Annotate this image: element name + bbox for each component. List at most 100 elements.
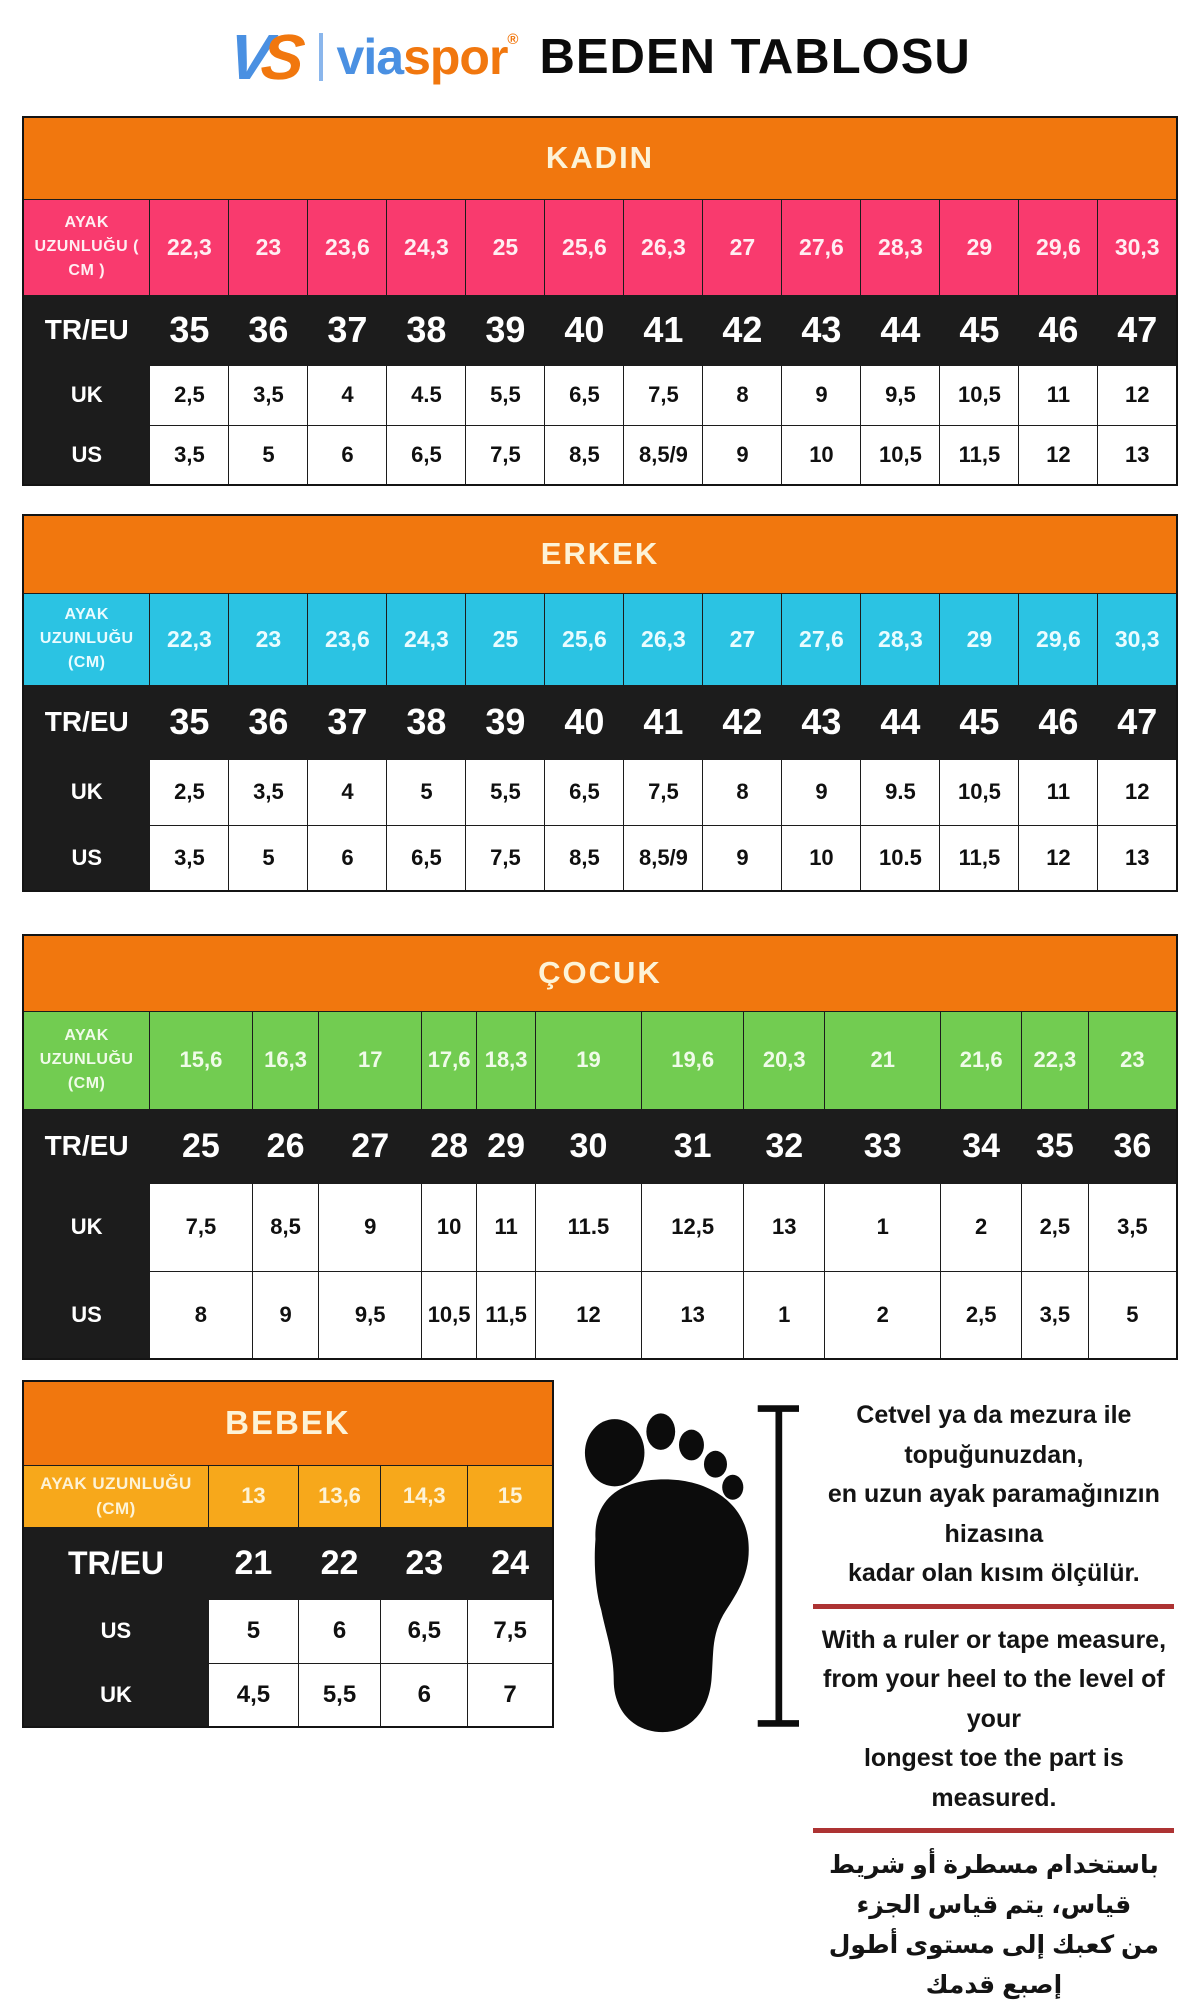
row-label-uk: UK: [22, 1182, 151, 1272]
size-cell: 27: [702, 198, 783, 296]
row-label-foot: AYAK UZUNLUĞU (CM): [22, 1464, 209, 1528]
size-cell: 39: [465, 294, 546, 366]
size-cell: 43: [781, 684, 862, 760]
size-cell: 5: [228, 424, 309, 486]
size-cell: 13: [1097, 824, 1178, 892]
size-cell: 9: [318, 1182, 422, 1272]
instruction-en-line1: With a ruler or tape measure,: [821, 1625, 1167, 1654]
size-cell: 23: [228, 592, 309, 686]
size-cell: 44: [860, 684, 941, 760]
size-cell: 3,5: [228, 364, 309, 426]
size-cell: 9,5: [860, 364, 941, 426]
size-cell: 45: [939, 294, 1020, 366]
header: VS viaspor® BEDEN TABLOSU: [22, 0, 1178, 100]
size-cell: 1: [824, 1182, 942, 1272]
size-cell: 26: [251, 1108, 320, 1184]
size-cell: 10,5: [420, 1270, 478, 1360]
size-cell: 2,5: [149, 758, 230, 826]
size-cell: 10: [420, 1182, 478, 1272]
size-cell: 4,5: [207, 1662, 299, 1728]
size-cell: 6: [307, 424, 388, 486]
size-cell: 43: [781, 294, 862, 366]
size-cell: 21: [207, 1526, 299, 1600]
size-table-bebek: BEBEK AYAK UZUNLUĞU (CM) 13 13,6 14,3 15 TR/EU…: [22, 1380, 554, 1728]
size-cell: 25: [465, 198, 546, 296]
size-cell: 35: [149, 294, 230, 366]
row-label-us: US: [22, 1598, 209, 1664]
size-cell: 14,3: [380, 1464, 469, 1528]
measurement-line: [757, 1405, 799, 1727]
size-cell: 36: [228, 684, 309, 760]
table-row-uk: UK 2,5 3,5 4 5 5,5 6,5 7,5 8 9 9.5 10,5 11 12: [22, 758, 1178, 826]
table-row-us: US 8 9 9,5 10,5 11,5 12 13 1 2 2,5 3,5 5: [22, 1270, 1178, 1360]
size-cell: 6: [307, 824, 388, 892]
size-chart-page: VS viaspor® BEDEN TABLOSU KADIN AYAK UZUN…: [22, 0, 1178, 1999]
size-cell: 40: [544, 294, 625, 366]
table-title-kadin: KADIN: [22, 116, 1178, 200]
table-row-us: US 3,5 5 6 6,5 7,5 8,5 8,5/9 9 10 10.5 11,5 12 13: [22, 824, 1178, 892]
size-cell: 15: [467, 1464, 554, 1528]
size-cell: 7,5: [467, 1598, 554, 1664]
size-cell: 46: [1018, 684, 1099, 760]
size-cell: 5,5: [297, 1662, 382, 1728]
size-cell: 33: [824, 1108, 942, 1184]
row-label-treu: TR/EU: [22, 684, 151, 760]
instruction-en-line2: from your heel to the level of your: [823, 1665, 1165, 1733]
size-cell: 9,5: [318, 1270, 422, 1360]
instruction-tr-line1: Cetvel ya da mezura ile topuğunuzdan,: [856, 1401, 1132, 1469]
size-cell: 12: [1097, 364, 1178, 426]
size-cell: 1: [743, 1270, 826, 1360]
row-label-us: US: [22, 1270, 151, 1360]
size-cell: 6,5: [544, 758, 625, 826]
size-cell: 10.5: [860, 824, 941, 892]
size-cell: 42: [702, 684, 783, 760]
table-row-uk: UK 4,5 5,5 6 7: [22, 1662, 554, 1728]
size-cell: 5,5: [465, 758, 546, 826]
size-cell: 11,5: [476, 1270, 536, 1360]
table-title-row: ÇOCUK: [22, 934, 1178, 1012]
size-cell: 12,5: [640, 1182, 745, 1272]
size-cell: 25: [465, 592, 546, 686]
size-cell: 9: [781, 364, 862, 426]
size-cell: 24,3: [386, 198, 467, 296]
size-cell: 24: [467, 1526, 554, 1600]
size-cell: 7,5: [465, 824, 546, 892]
size-cell: 11: [1018, 364, 1099, 426]
size-cell: 11.5: [534, 1182, 642, 1272]
registered-trademark-icon: ®: [507, 31, 518, 48]
size-table-erkek: ERKEK AYAK UZUNLUĞU (CM) 22,3 23 23,6 24,3 25 2…: [22, 514, 1178, 892]
size-cell: 17: [318, 1010, 422, 1110]
size-cell: 29: [939, 198, 1020, 296]
size-cell: 37: [307, 294, 388, 366]
table-row-us: US 3,5 5 6 6,5 7,5 8,5 8,5/9 9 10 10,5 11,5 12 13: [22, 424, 1178, 486]
size-cell: 9: [251, 1270, 320, 1360]
size-cell: 11: [1018, 758, 1099, 826]
size-cell: 9: [702, 424, 783, 486]
size-cell: 27,6: [781, 198, 862, 296]
size-cell: 31: [640, 1108, 745, 1184]
row-label-uk: UK: [22, 758, 151, 826]
size-cell: 19: [534, 1010, 642, 1110]
size-cell: 29,6: [1018, 592, 1099, 686]
size-cell: 11,5: [939, 424, 1020, 486]
size-cell: 29,6: [1018, 198, 1099, 296]
size-cell: 3,5: [149, 824, 230, 892]
row-label-us: US: [22, 424, 151, 486]
size-cell: 15,6: [149, 1010, 253, 1110]
size-cell: 45: [939, 684, 1020, 760]
table-row-uk: UK 2,5 3,5 4 4.5 5,5 6,5 7,5 8 9 9,5 10,5 11 12: [22, 364, 1178, 426]
size-table-kadin: KADIN AYAK UZUNLUĞU ( CM ) 22,3 23 23,6 24,3 2…: [22, 116, 1178, 486]
size-cell: 13: [743, 1182, 826, 1272]
row-label-foot: AYAK UZUNLUĞU ( CM ): [22, 198, 151, 296]
table-title-row: ERKEK: [22, 514, 1178, 594]
size-cell: 21,6: [940, 1010, 1022, 1110]
size-cell: 19,6: [640, 1010, 745, 1110]
size-cell: 5: [1087, 1270, 1178, 1360]
size-cell: 36: [1087, 1108, 1178, 1184]
size-cell: 8: [702, 364, 783, 426]
row-label-treu: TR/EU: [22, 294, 151, 366]
size-cell: 7: [467, 1662, 554, 1728]
size-cell: 20,3: [743, 1010, 826, 1110]
instruction-ar-line2: من كعبك إلى مستوى أطول إصبع قدمك: [828, 1931, 1160, 1999]
table-row-treu: TR/EU 25 26 27 28 29 30 31 32 33 34 35 36: [22, 1108, 1178, 1184]
